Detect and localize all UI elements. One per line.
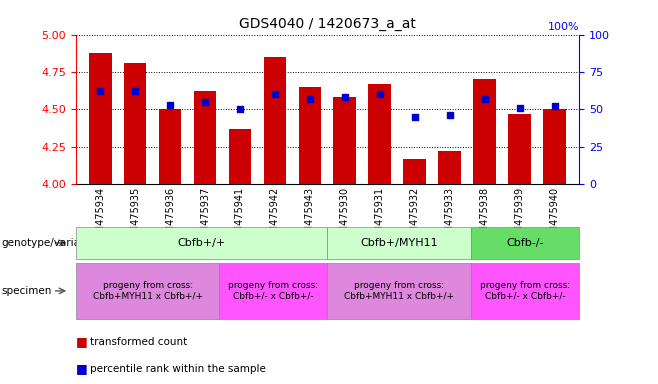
Point bbox=[95, 88, 105, 94]
Point bbox=[409, 114, 420, 120]
Text: ■: ■ bbox=[76, 335, 91, 348]
Text: progeny from cross:
Cbfb+MYH11 x Cbfb+/+: progeny from cross: Cbfb+MYH11 x Cbfb+/+ bbox=[344, 281, 454, 301]
Point bbox=[235, 106, 245, 113]
Bar bbox=[368, 84, 391, 184]
Bar bbox=[89, 53, 111, 184]
Point bbox=[270, 91, 280, 98]
Point bbox=[444, 113, 455, 119]
Bar bbox=[264, 57, 286, 184]
Bar bbox=[508, 114, 531, 184]
Text: Cbfb-/-: Cbfb-/- bbox=[507, 238, 544, 248]
Text: 100%: 100% bbox=[547, 22, 579, 31]
Bar bbox=[403, 159, 426, 184]
Text: Cbfb+/+: Cbfb+/+ bbox=[178, 238, 226, 248]
Text: progeny from cross:
Cbfb+/- x Cbfb+/-: progeny from cross: Cbfb+/- x Cbfb+/- bbox=[480, 281, 570, 301]
Text: genotype/variation: genotype/variation bbox=[1, 238, 101, 248]
Point bbox=[374, 91, 385, 98]
Text: transformed count: transformed count bbox=[90, 337, 188, 347]
Point bbox=[305, 96, 315, 102]
Point bbox=[480, 96, 490, 102]
Text: Cbfb+/MYH11: Cbfb+/MYH11 bbox=[361, 238, 438, 248]
Bar bbox=[544, 109, 566, 184]
Title: GDS4040 / 1420673_a_at: GDS4040 / 1420673_a_at bbox=[239, 17, 416, 31]
Text: progeny from cross:
Cbfb+MYH11 x Cbfb+/+: progeny from cross: Cbfb+MYH11 x Cbfb+/+ bbox=[93, 281, 203, 301]
Point bbox=[549, 103, 560, 109]
Point bbox=[130, 88, 140, 94]
Bar bbox=[334, 98, 356, 184]
Point bbox=[164, 102, 175, 108]
Text: ■: ■ bbox=[76, 362, 91, 375]
Bar bbox=[159, 109, 182, 184]
Point bbox=[200, 99, 211, 105]
Point bbox=[515, 105, 525, 111]
Bar bbox=[299, 87, 321, 184]
Bar bbox=[438, 151, 461, 184]
Text: percentile rank within the sample: percentile rank within the sample bbox=[90, 364, 266, 374]
Text: specimen: specimen bbox=[1, 286, 52, 296]
Point bbox=[340, 94, 350, 101]
Text: progeny from cross:
Cbfb+/- x Cbfb+/-: progeny from cross: Cbfb+/- x Cbfb+/- bbox=[228, 281, 318, 301]
Bar bbox=[193, 91, 216, 184]
Bar bbox=[228, 129, 251, 184]
Bar bbox=[124, 63, 147, 184]
Bar bbox=[473, 79, 496, 184]
